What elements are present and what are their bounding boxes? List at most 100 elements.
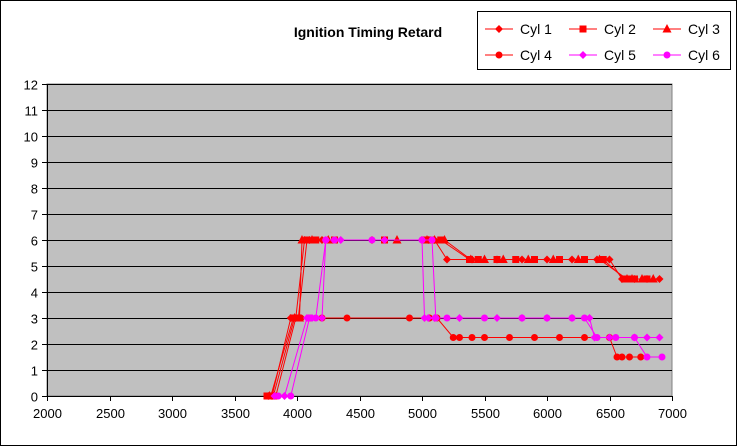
x-tick-label-7: 5500 bbox=[471, 406, 500, 421]
series-3-point-5 bbox=[307, 235, 317, 244]
series-6-point-10 bbox=[443, 314, 451, 322]
series-5-point-17 bbox=[585, 314, 594, 322]
series-6 bbox=[274, 236, 666, 400]
x-tick-label-2: 3000 bbox=[158, 406, 187, 421]
y-tick-label-8: 8 bbox=[31, 182, 38, 197]
series-6-point-8 bbox=[428, 236, 436, 244]
series-6-point-4 bbox=[322, 236, 330, 244]
x-tick-label-10: 7000 bbox=[658, 406, 687, 421]
series-6-point-19 bbox=[643, 353, 651, 361]
legend-marker-1 bbox=[495, 25, 503, 33]
legend-label-4: Cyl 4 bbox=[520, 47, 552, 63]
y-tick-label-12: 12 bbox=[24, 78, 38, 93]
series-4-point-19 bbox=[613, 353, 621, 361]
series-3-point-7 bbox=[392, 235, 402, 244]
series-1-point-22 bbox=[655, 275, 664, 283]
series-4-point-17 bbox=[581, 334, 588, 341]
series-1-point-11 bbox=[443, 255, 451, 264]
series-6-point-0 bbox=[274, 392, 282, 400]
series-1-point-18 bbox=[605, 255, 614, 264]
series-3-point-17 bbox=[595, 254, 604, 263]
legend-marker-4 bbox=[495, 51, 503, 59]
series-5-point-21 bbox=[643, 333, 651, 342]
series-6-point-9 bbox=[432, 314, 440, 322]
series-3-point-21 bbox=[648, 274, 658, 283]
series-4-point-3 bbox=[297, 314, 305, 322]
y-tick-label-10: 10 bbox=[24, 130, 38, 145]
series-3-point-12 bbox=[480, 254, 489, 263]
legend-marker-2 bbox=[579, 25, 587, 33]
series-6-point-3 bbox=[312, 314, 320, 322]
series-4-point-12 bbox=[468, 334, 476, 341]
series-3-point-11 bbox=[466, 254, 476, 263]
x-tick-label-1: 2500 bbox=[96, 406, 125, 421]
series-4-point-20 bbox=[618, 353, 626, 361]
series-6-point-18 bbox=[631, 334, 638, 341]
y-tick-label-4: 4 bbox=[31, 286, 38, 301]
legend-marker-5 bbox=[579, 51, 587, 59]
legend-label-3: Cyl 3 bbox=[688, 21, 720, 37]
x-tick-label-3: 3500 bbox=[221, 406, 250, 421]
series-6-point-5 bbox=[331, 236, 338, 244]
series-4-point-22 bbox=[637, 353, 645, 361]
series-line-3 bbox=[269, 239, 654, 397]
legend-marker-6 bbox=[663, 51, 671, 59]
series-4-point-7 bbox=[406, 314, 413, 322]
legend-marker-3 bbox=[662, 24, 672, 33]
legend-label-2: Cyl 2 bbox=[604, 21, 636, 37]
series-6-point-17 bbox=[612, 334, 620, 341]
x-tick-label-6: 5000 bbox=[408, 406, 437, 421]
series-5-point-10 bbox=[424, 314, 433, 322]
series-6-point-14 bbox=[568, 314, 576, 322]
legend-label-5: Cyl 5 bbox=[604, 47, 636, 63]
series-3-point-19 bbox=[627, 274, 637, 283]
series-3-point-10 bbox=[440, 235, 449, 244]
series-6-point-7 bbox=[418, 236, 426, 244]
legend-label-6: Cyl 6 bbox=[688, 47, 720, 63]
series-5-point-4 bbox=[318, 314, 326, 322]
series-6-point-20 bbox=[658, 353, 666, 361]
series-6-point-1 bbox=[287, 392, 295, 400]
series-6-point-6 bbox=[368, 236, 376, 244]
series-6-point-16 bbox=[593, 334, 601, 341]
series-2-point-18 bbox=[599, 256, 607, 263]
series-4-point-10 bbox=[449, 334, 457, 341]
series-6-point-2 bbox=[306, 314, 313, 322]
series-3-point-13 bbox=[498, 254, 508, 263]
x-tick-label-4: 4000 bbox=[283, 406, 312, 421]
x-tick-label-0: 2000 bbox=[33, 406, 62, 421]
legend: Cyl 1 Cyl 2 Cyl 3 Cyl 4 Cyl 5 Cyl 6 bbox=[477, 11, 731, 70]
series-5-point-22 bbox=[655, 333, 664, 342]
series-4-point-13 bbox=[481, 334, 488, 341]
series-3-point-4 bbox=[297, 235, 307, 244]
x-tick-label-5: 4500 bbox=[346, 406, 375, 421]
chart-title: Ignition Timing Retard bbox=[294, 24, 442, 40]
legend-label-1: Cyl 1 bbox=[520, 21, 552, 37]
series-4-point-16 bbox=[556, 334, 563, 341]
series-3 bbox=[265, 235, 658, 400]
series-3-point-14 bbox=[523, 254, 533, 263]
series-6-point-12 bbox=[518, 314, 526, 322]
series-6-point-11 bbox=[481, 314, 488, 322]
y-tick-label-7: 7 bbox=[31, 208, 38, 223]
series-4-point-6 bbox=[343, 314, 351, 322]
series-3-point-20 bbox=[637, 274, 647, 283]
y-tick-label-2: 2 bbox=[31, 338, 38, 353]
series-4-point-2 bbox=[292, 314, 300, 322]
series-6-point-15 bbox=[581, 314, 588, 322]
series-4-point-15 bbox=[531, 334, 538, 341]
y-tick-label-0: 0 bbox=[31, 390, 38, 405]
x-tick-label-8: 6000 bbox=[533, 406, 562, 421]
y-tick-label-5: 5 bbox=[31, 260, 38, 275]
series-4-point-14 bbox=[506, 334, 513, 341]
series-4-point-11 bbox=[456, 334, 463, 341]
y-tick-label-1: 1 bbox=[31, 364, 38, 379]
y-tick-label-11: 11 bbox=[25, 104, 39, 119]
series-3-point-15 bbox=[548, 254, 558, 263]
series-4-point-21 bbox=[626, 353, 633, 361]
x-tick-label-9: 6500 bbox=[596, 406, 625, 421]
series-3-point-16 bbox=[573, 254, 583, 263]
